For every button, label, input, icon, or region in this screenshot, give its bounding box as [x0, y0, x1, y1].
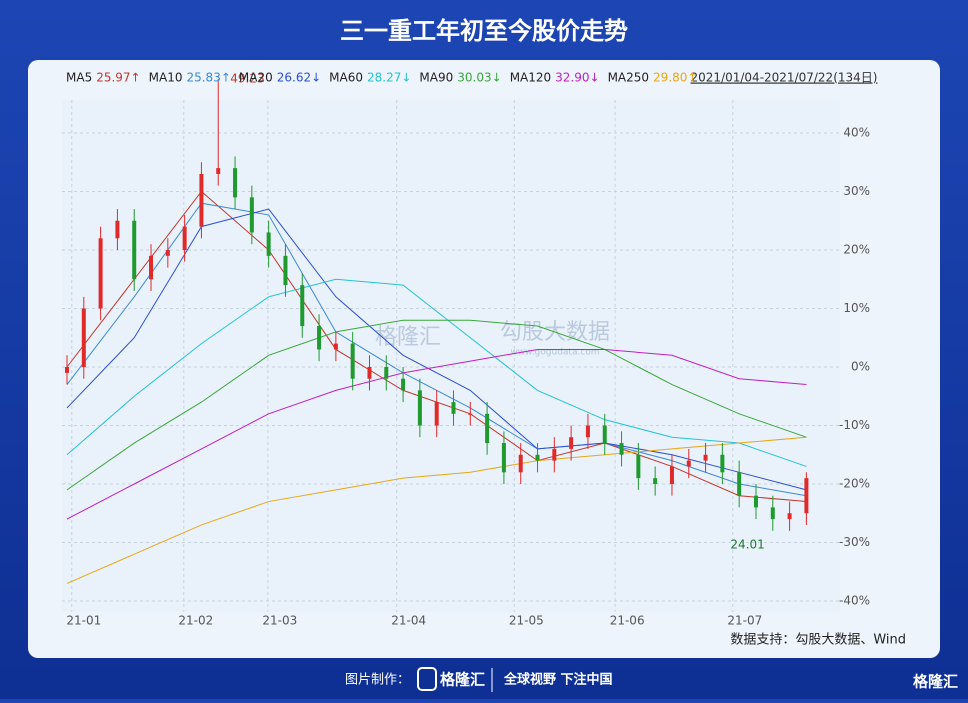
candle-body [753, 495, 758, 508]
candle-body [518, 454, 523, 473]
candle-body [686, 460, 691, 467]
legend-value: 26.62↓ [277, 71, 321, 85]
candle-body [619, 443, 624, 455]
candle-body [81, 308, 86, 367]
x-tick-label: 21-05 [509, 614, 544, 628]
annotation: 49.23 [230, 72, 264, 86]
y-tick-label: 30% [843, 184, 870, 198]
footer-brand: 格隆汇 [913, 673, 958, 691]
annotation: 24.01 [730, 537, 764, 551]
candle-body [720, 454, 725, 473]
legend-name: MA120 [510, 71, 551, 85]
logo [417, 667, 437, 691]
ma-line [66, 436, 807, 584]
candle-body [300, 285, 305, 327]
watermark: 格隆汇 [375, 325, 441, 350]
y-tick-label: -30% [839, 535, 870, 549]
candle-body [266, 232, 271, 256]
candle-body [602, 425, 607, 444]
candle-body [233, 168, 238, 198]
legend-name: MA90 [419, 71, 453, 85]
candle-body [636, 454, 641, 479]
candle-body [669, 466, 674, 484]
watermark: www.gogudata.com [510, 348, 599, 358]
x-tick-label: 21-01 [66, 614, 101, 628]
candle-body [317, 326, 322, 350]
candle-body [434, 402, 439, 426]
candle-body [770, 507, 775, 520]
y-tick-label: -10% [839, 418, 870, 432]
candle-body [485, 413, 490, 444]
x-tick-label: 21-03 [262, 614, 297, 628]
candle-body [451, 402, 456, 414]
candle-body [535, 454, 540, 461]
ma-line [66, 208, 807, 491]
candle-body [165, 250, 170, 256]
ma-line [66, 348, 807, 520]
x-tick-label: 21-02 [178, 614, 213, 628]
x-tick-label: 21-06 [610, 614, 645, 628]
legend-name: MA10 [149, 71, 183, 85]
candle-body [569, 437, 574, 449]
candle-body [199, 173, 204, 227]
candle-body [65, 367, 69, 373]
legend-name: MA60 [329, 71, 363, 85]
candle-body [501, 443, 506, 473]
footer-brand: 格隆汇 [440, 671, 485, 689]
candle-body [367, 367, 372, 379]
candle-body [653, 478, 658, 484]
candle-body [703, 454, 708, 461]
ma-line [66, 278, 807, 467]
legend-value: 25.97↑ [96, 71, 140, 85]
candle-body [182, 226, 187, 250]
candle-body [384, 367, 389, 379]
plot-area [62, 100, 840, 612]
candle-body [115, 220, 120, 239]
candle-body [787, 513, 792, 520]
legend-value: 29.80↑ [653, 71, 697, 85]
legend-name: MA20 [239, 71, 273, 85]
ma-line [66, 319, 807, 491]
y-tick-label: 40% [843, 126, 870, 140]
legend-value: 25.83↑ [186, 71, 230, 85]
candle-body [132, 220, 137, 280]
candle-body [350, 343, 355, 379]
chart-title: 三一重工年初至今股价走势 [340, 17, 628, 45]
date-range: 2021/01/04-2021/07/22(134日) [691, 71, 878, 85]
footer-slogan: 全球视野 下注中国 [503, 672, 613, 688]
source: 数据支持：勾股大数据、Wind [730, 633, 906, 648]
candle-body [98, 238, 103, 309]
candle-body [585, 425, 590, 438]
legend-value: 30.03↓ [457, 71, 501, 85]
candle-body [417, 390, 422, 426]
y-tick-label: -20% [839, 477, 870, 491]
candle-body [552, 448, 557, 461]
x-tick-label: 21-07 [727, 614, 762, 628]
legend-value: 32.90↓ [555, 71, 599, 85]
candle-body [283, 255, 288, 286]
candle-body [249, 197, 254, 233]
candle-body [737, 472, 742, 496]
legend-name: MA250 [608, 71, 649, 85]
candle-body [333, 343, 338, 350]
y-tick-label: 20% [843, 243, 870, 257]
legend-value: 28.27↓ [367, 71, 411, 85]
candle-body [804, 478, 809, 514]
y-tick-label: 0% [851, 360, 870, 374]
x-tick-label: 21-04 [391, 614, 426, 628]
legend-name: MA5 [66, 71, 92, 85]
candle-body [468, 413, 473, 415]
candle-body [401, 378, 406, 391]
y-tick-label: 10% [843, 301, 870, 315]
footer-text: 图片制作： [345, 673, 410, 688]
y-tick-label: -40% [839, 594, 870, 608]
candle-body [149, 255, 154, 280]
candle-body [216, 168, 221, 174]
